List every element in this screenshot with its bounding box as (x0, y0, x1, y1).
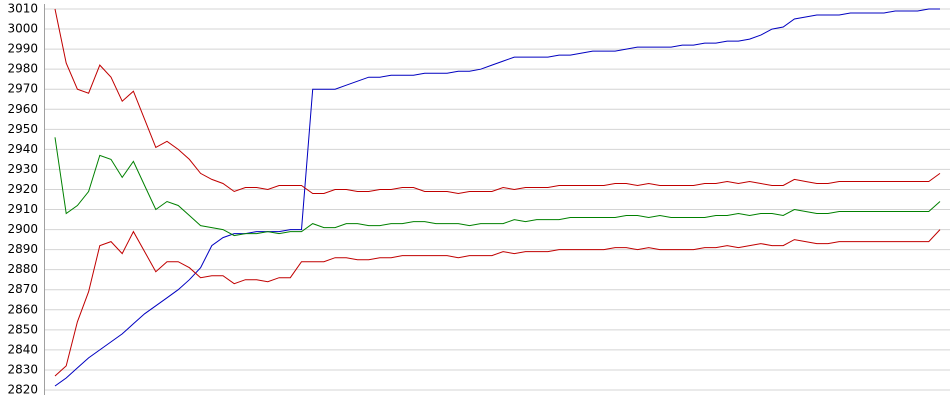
y-tick-label: 2900 (7, 222, 38, 236)
y-tick-label: 2920 (7, 182, 38, 196)
y-tick-label: 2830 (7, 362, 38, 376)
series-line (54, 8, 940, 387)
y-tick-label: 2930 (7, 162, 38, 176)
y-tick-label: 2850 (7, 322, 38, 336)
y-tick-label: 2960 (7, 102, 38, 116)
y-tick-label: 2980 (7, 62, 38, 76)
y-tick-label: 2950 (7, 122, 38, 136)
y-tick-label: 2820 (7, 383, 38, 397)
y-tick-label: 2910 (7, 202, 38, 216)
y-tick-label: 2970 (7, 82, 38, 96)
series-line (54, 229, 941, 377)
y-tick-label: 3010 (7, 2, 38, 16)
y-tick-label: 2880 (7, 262, 38, 276)
series-line (54, 8, 941, 195)
y-tick-label: 2840 (7, 342, 38, 356)
y-tick-label: 3000 (7, 22, 38, 36)
series-line (54, 137, 941, 237)
y-tick-label: 2940 (7, 142, 38, 156)
y-tick-label: 2870 (7, 282, 38, 296)
y-tick-label: 2990 (7, 42, 38, 56)
y-tick-label: 2860 (7, 302, 38, 316)
y-tick-label: 2890 (7, 242, 38, 256)
